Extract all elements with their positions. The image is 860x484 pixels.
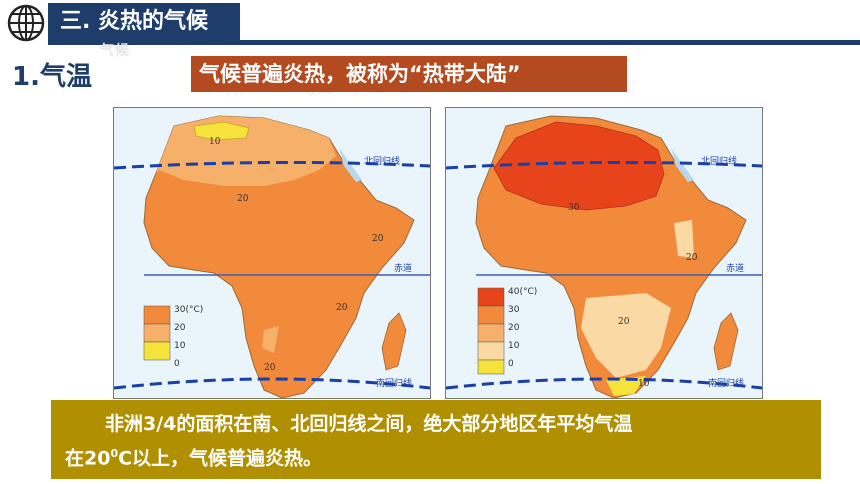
tropic-south-label: 南回归线 — [376, 377, 412, 389]
tropic-north-label: 北回归线 — [364, 155, 400, 167]
red-sea — [671, 148, 694, 182]
tropic-south-label: 南回归线 — [708, 377, 744, 389]
isotherm-label: 10 — [638, 379, 650, 389]
ghost-watermark-text: 气候 — [100, 43, 130, 59]
isotherm-label: 20 — [264, 363, 276, 373]
legend-label: 20 — [508, 323, 520, 333]
map-right: 北回归线 赤道 南回归线 30 20 20 10 40(°C) 30 20 10… — [445, 107, 763, 399]
map-left-svg: 北回归线 赤道 南回归线 10 20 20 20 20 30(°C) 20 10… — [114, 115, 430, 398]
equator-label: 赤道 — [726, 262, 744, 274]
isotherm-label: 20 — [618, 317, 630, 327]
tropic-of-cancer-line — [446, 160, 762, 170]
caption-text-1: 非洲3/4的面积在南、北回归线之间，绝大部分地区年平均气温 — [105, 413, 633, 435]
madagascar — [713, 312, 739, 371]
caption-line-1: 非洲3/4的面积在南、北回归线之间，绝大部分地区年平均气温 — [65, 409, 807, 439]
isotherm-zone-10 — [606, 376, 646, 396]
isotherm-zone-20 — [581, 293, 671, 378]
header-underline — [48, 40, 860, 45]
madagascar — [381, 312, 407, 371]
isotherm-label: 20 — [686, 253, 698, 263]
isotherm-label: 20 — [237, 194, 249, 204]
isotherm-label: 30 — [568, 203, 580, 213]
tropic-north-label: 北回归线 — [701, 155, 737, 167]
south-light-zone — [262, 326, 279, 353]
legend-label: 10 — [508, 341, 520, 351]
highland-light-zone — [674, 220, 694, 258]
isotherm-label: 10 — [209, 137, 221, 147]
caption-box: 非洲3/4的面积在南、北回归线之间，绝大部分地区年平均气温 在200C以上，气候… — [51, 400, 821, 479]
caption-line-2: 在200C以上，气候普遍炎热。 — [65, 439, 807, 473]
legend-label: 40(°C) — [508, 287, 537, 297]
isotherm-label: 20 — [372, 234, 384, 244]
isotherm-label: 20 — [336, 303, 348, 313]
globe-icon — [7, 4, 45, 42]
subheading: 1.气温 — [12, 62, 92, 92]
legend-label: 0 — [508, 359, 514, 369]
section-title: 三. 炎热的气候 — [48, 3, 240, 40]
isotherm-zone-10 — [193, 121, 250, 141]
caption-text-2a: 在20 — [65, 447, 111, 470]
legend-label: 20 — [174, 323, 186, 333]
isotherm-zone-40 — [493, 121, 665, 211]
legend-label: 30 — [508, 305, 520, 315]
caption-text-2b: C以上，气候普遍炎热。 — [118, 447, 323, 470]
tropic-of-capricorn-line — [114, 377, 430, 390]
caption-degree-sup: 0 — [110, 447, 119, 460]
legend-left: 30(°C) 20 10 0 — [143, 305, 203, 369]
tropic-of-cancer-line — [114, 160, 430, 170]
legend-label: 10 — [174, 341, 186, 351]
map-right-svg: 北回归线 赤道 南回归线 30 20 20 10 40(°C) 30 20 10… — [446, 115, 762, 398]
equator-label: 赤道 — [394, 262, 412, 274]
legend-label: 0 — [174, 359, 180, 369]
tagline-banner: 气候普遍炎热，被称为“热带大陆” — [191, 56, 627, 92]
map-left: 北回归线 赤道 南回归线 10 20 20 20 20 30(°C) 20 10… — [113, 107, 431, 399]
tropic-of-capricorn-line — [446, 377, 762, 390]
red-sea — [339, 148, 362, 182]
legend-right: 40(°C) 30 20 10 0 — [477, 287, 537, 375]
legend-label: 30(°C) — [174, 305, 203, 315]
